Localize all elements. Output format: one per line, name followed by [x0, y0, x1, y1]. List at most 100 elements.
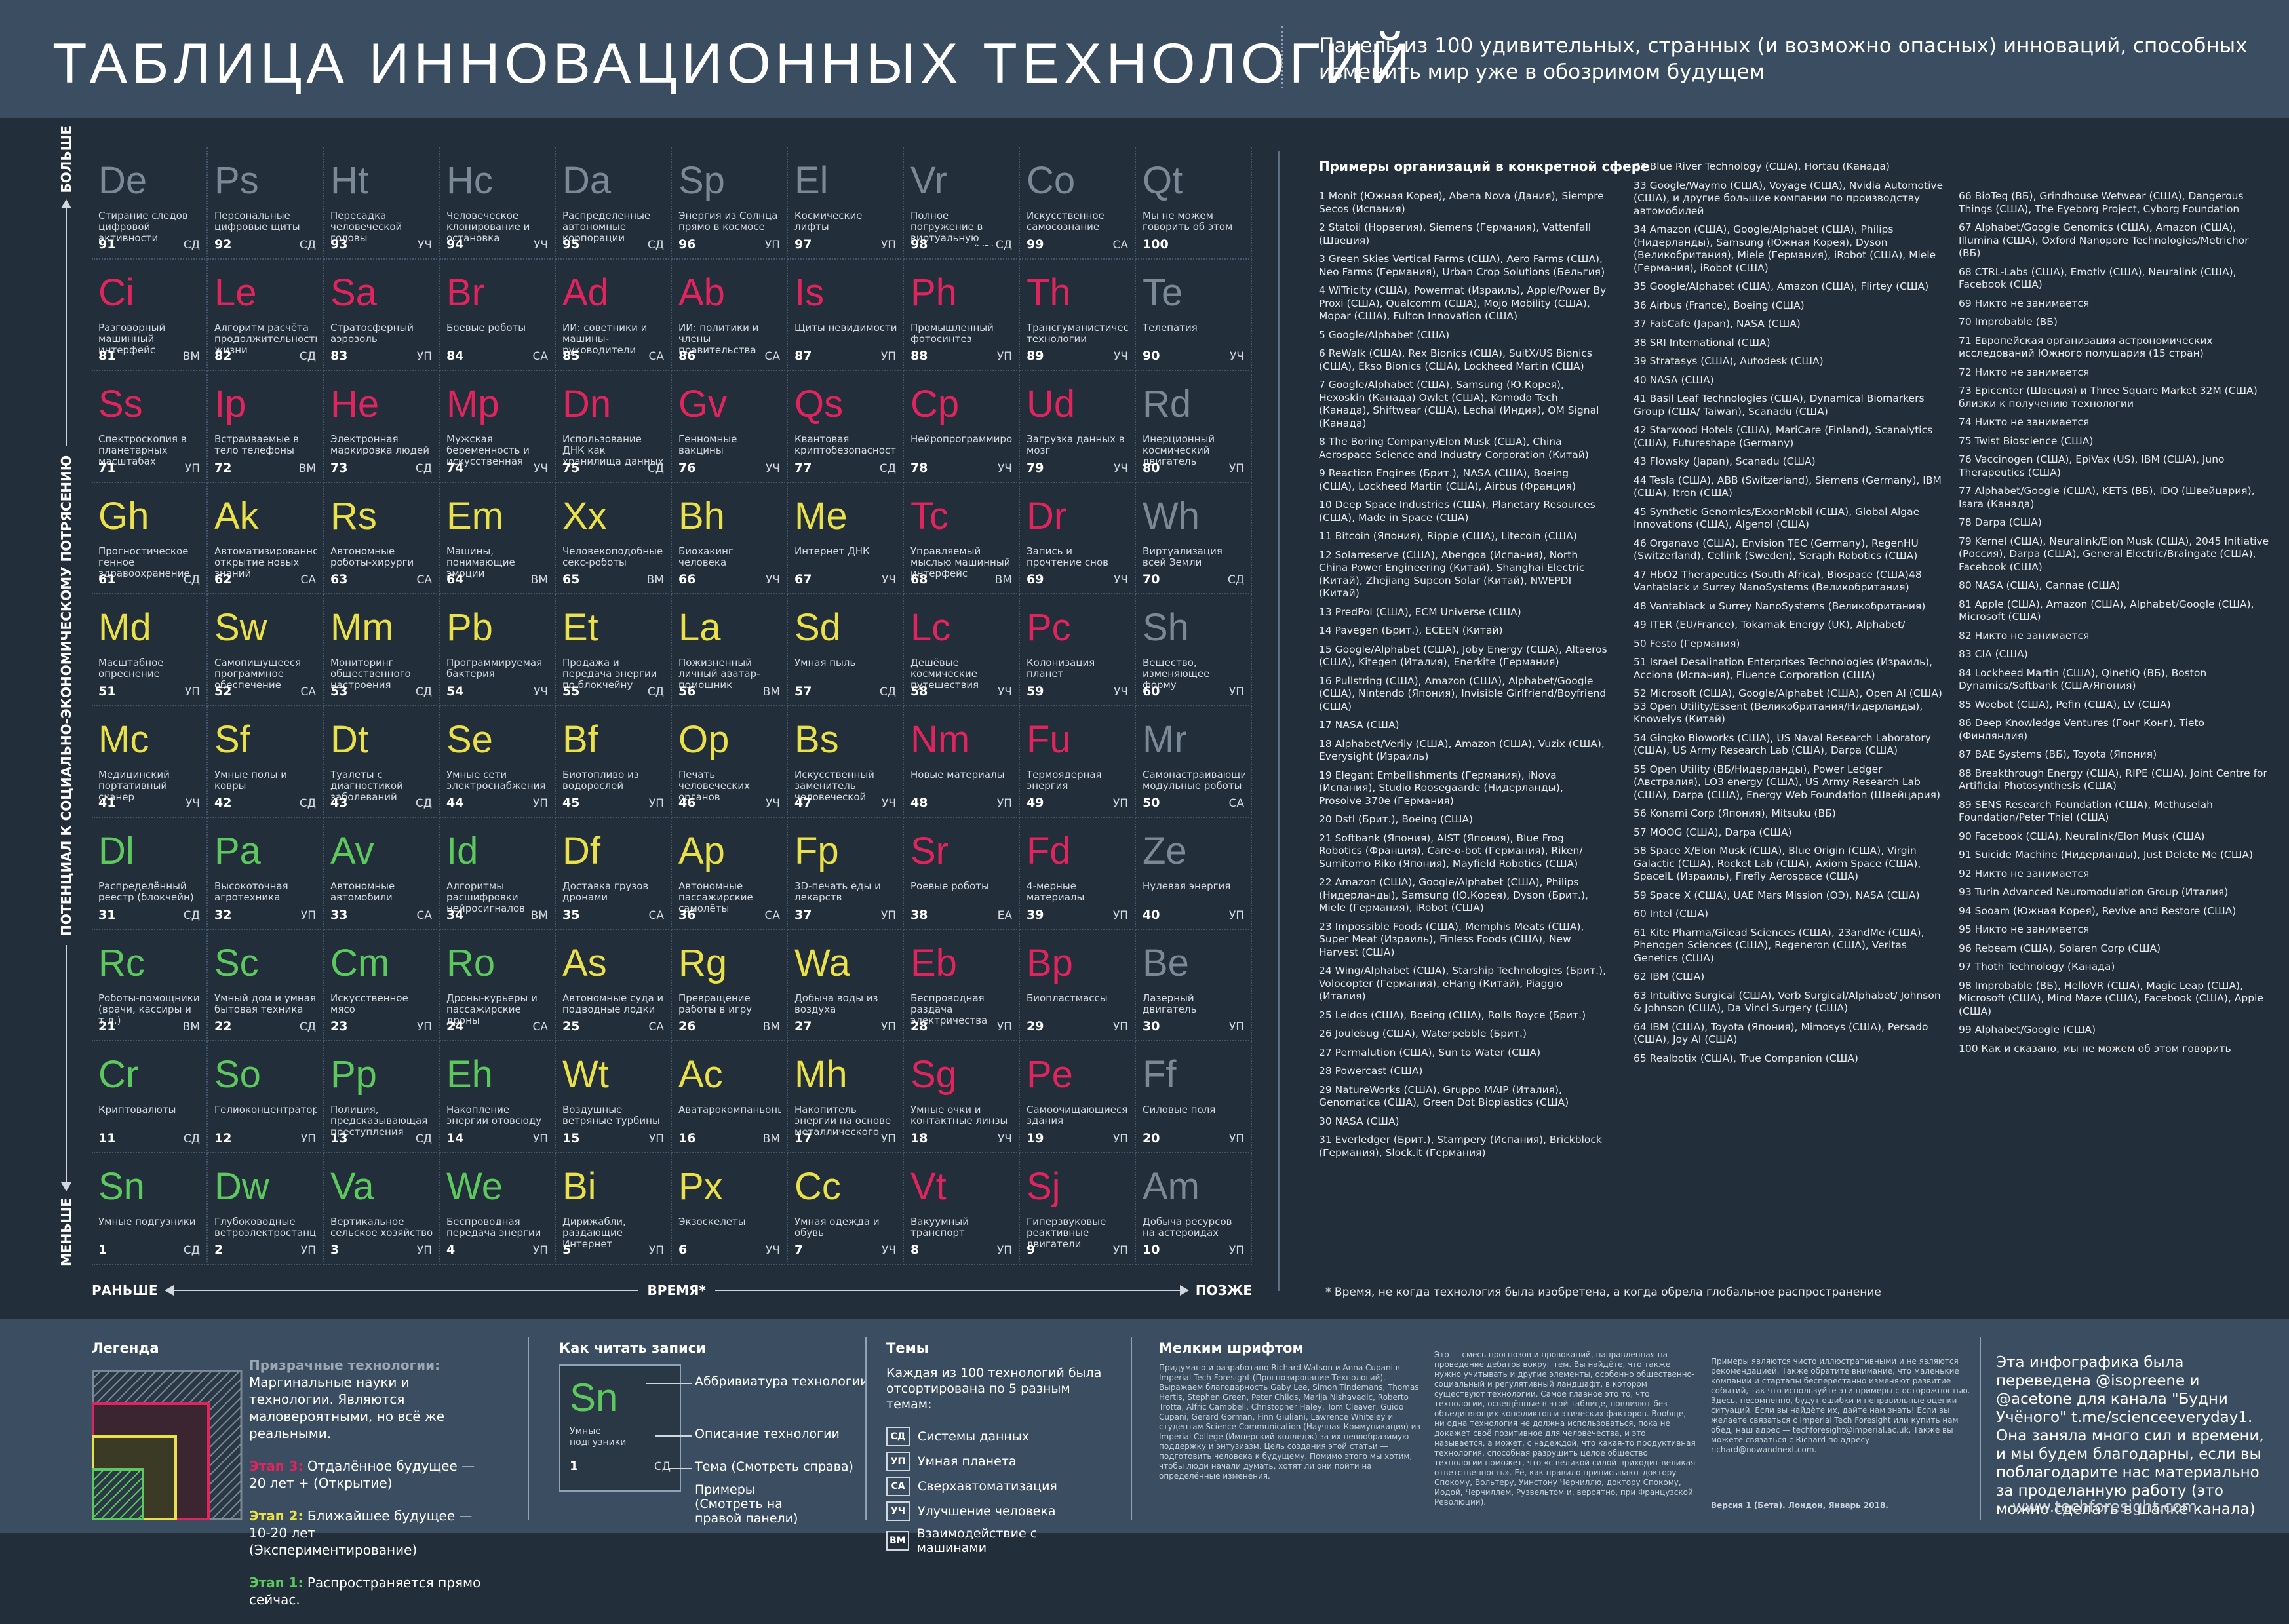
tech-theme: УП — [1112, 1020, 1128, 1034]
org-entry: 97 Thoth Technology (Канада) — [1959, 961, 2115, 973]
tech-description: Алгоритмы расшифровки нейросигналов мозг… — [446, 881, 525, 916]
tech-theme: УП — [1112, 1132, 1128, 1146]
tech-symbol: Ad — [562, 271, 609, 314]
org-entry: 67 Alphabet/Google Genomics (США), Amazo… — [1959, 222, 2249, 259]
tech-symbol: Xx — [562, 494, 607, 537]
tech-theme: СД — [183, 1132, 200, 1146]
tech-description: Искусственный заменитель человеческой кр… — [794, 769, 874, 805]
org-entry: 34 Amazon (США), Google/Alphabet (США), … — [1634, 223, 1936, 274]
org-entry: 48 Vantablack и Surrey NanoSystems (Вели… — [1634, 600, 1926, 612]
tech-theme: ВМ — [530, 908, 548, 922]
tech-number: 96 — [678, 237, 696, 252]
org-entry: 70 Improbable (ВБ) — [1959, 316, 2058, 328]
tech-cell: Vt Вакуумный транспорт 8 УП — [904, 1153, 1020, 1265]
tech-cell: Rg Превращение работы в игру 26 ВМ — [672, 929, 788, 1041]
tech-cell: Be Лазерный двигатель 30 УП — [1136, 929, 1252, 1041]
org-entry: 99 Alphabet/Google (США) — [1959, 1024, 2096, 1035]
tech-symbol: Vr — [910, 159, 947, 202]
tech-symbol: Ss — [98, 383, 143, 425]
tech-description: Силовые поля — [1143, 1104, 1216, 1115]
tech-cell: Ad ИИ: советники и машины-руководители 85 С… — [556, 259, 672, 371]
tech-symbol: Lc — [910, 606, 951, 649]
tech-number: 28 — [910, 1019, 928, 1034]
topic-name: Взаимодействие с машинами — [916, 1526, 1038, 1555]
tech-description: Искусственное самосознание — [1027, 210, 1105, 233]
tech-description: Программируемая бактерия — [446, 657, 543, 680]
tech-description: Инерционный космический двигатель — [1143, 434, 1215, 467]
tech-theme: ВМ — [530, 573, 548, 587]
pointer-line — [669, 1468, 692, 1469]
sample-number: 1 — [570, 1459, 579, 1473]
tech-theme: УП — [648, 1244, 664, 1257]
org-entry: 14 Pavegen (Брит.), ECEEN (Китай) — [1319, 625, 1503, 636]
tech-number: 49 — [1027, 796, 1044, 810]
tech-theme: УЧ — [1113, 461, 1128, 475]
tech-symbol: Da — [562, 159, 612, 202]
tech-theme: УП — [532, 1244, 548, 1257]
tech-number: 71 — [98, 460, 116, 475]
tech-theme: УП — [1112, 1244, 1128, 1257]
tech-cell: He Электронная маркировка людей 73 СД — [324, 371, 440, 483]
tech-theme: СД — [995, 238, 1012, 252]
tech-theme: УЧ — [185, 797, 200, 810]
tech-theme: СА — [648, 908, 665, 922]
tech-number: 6 — [678, 1243, 688, 1257]
x-axis: РАНЬШЕ ВРЕМЯ* ПОЗЖЕ — [92, 1281, 1252, 1300]
tech-description: Беспроводная раздача электричества — [910, 992, 988, 1026]
tech-description: Туалеты с диагностикой заболеваний — [330, 769, 403, 803]
tech-cell: Bs Искусственный заменитель человеческой … — [788, 706, 904, 818]
org-entry: 59 Space X (США), UAE Mars Mission (ОЭ),… — [1634, 889, 1920, 901]
org-entry: 28 Powercast (США) — [1319, 1065, 1423, 1077]
tech-cell: Wh Виртуализация всей Земли 70 СД — [1136, 482, 1252, 594]
org-entry: 18 Alphabet/Verily (США), Amazon (США), … — [1319, 737, 1605, 763]
tech-symbol: Mm — [330, 606, 394, 649]
tech-description: Вакуумный транспорт — [910, 1216, 969, 1239]
org-entry: 87 BAE Systems (ВБ), Toyota (Япония) — [1959, 748, 2157, 760]
tech-number: 33 — [330, 907, 348, 922]
tech-symbol: Ak — [214, 494, 259, 537]
tech-theme: УЧ — [765, 461, 780, 475]
fine-print-col2: Это — смесь прогнозов и провокаций, напр… — [1434, 1350, 1696, 1507]
tech-cell: Ak Автоматизированное открытие новых знан… — [208, 482, 324, 594]
tech-cell: Bh Биохакинг человека 66 УЧ — [672, 482, 788, 594]
tech-theme: СД — [299, 1020, 316, 1034]
tech-description: Пожизненный личный аватар-помощник — [678, 657, 760, 691]
tech-cell: Sj Гиперзвуковые реактивные двигатели 9 УП — [1020, 1153, 1136, 1265]
pointer-line — [646, 1383, 692, 1384]
tech-number: 14 — [446, 1131, 464, 1146]
website-link[interactable]: www.techforesight.com — [2012, 1498, 2198, 1516]
tech-symbol: Sd — [794, 606, 841, 649]
tech-description: Трансгуманистические технологии — [1027, 322, 1129, 345]
tech-theme: СД — [299, 238, 316, 252]
tech-theme: УЧ — [997, 461, 1012, 475]
tech-theme: СД — [879, 461, 896, 475]
tech-number: 70 — [1143, 572, 1160, 587]
tech-theme: СА — [648, 350, 665, 363]
tech-description: ИИ: советники и машины-руководители — [562, 322, 648, 356]
tech-number: 90 — [1143, 349, 1160, 363]
tech-description: Автономные роботы-хирурги — [330, 545, 414, 568]
tech-cell: Ap Автономные пассажирские самолёты 36 СА — [672, 818, 788, 930]
tech-symbol: Pp — [330, 1053, 377, 1096]
org-entry: 12 Solarreserve (США), Abengoa (Испания)… — [1319, 549, 1585, 600]
tech-theme: СД — [183, 238, 200, 252]
org-entry: 84 Lockheed Martin (США), QinetiQ (ВБ), … — [1959, 667, 2207, 692]
tech-number: 21 — [98, 1019, 116, 1034]
tech-description: Автоматизированное открытие новых знаний — [214, 545, 317, 579]
tech-symbol: Op — [678, 718, 730, 761]
tech-number: 5 — [562, 1243, 572, 1257]
tech-description: Генномные вакцины — [678, 434, 737, 456]
footer-divider — [1131, 1337, 1132, 1520]
tech-cell: De Стирание следов цифровой активности 91 С… — [92, 147, 208, 260]
tech-number: 67 — [794, 572, 812, 587]
sample-symbol: Sn — [570, 1376, 618, 1420]
org-entry: 25 Leidos (США), Boeing (США), Rolls Roy… — [1319, 1009, 1586, 1021]
tech-description: Распределённый реестр (блокчейн) — [98, 881, 194, 903]
how-to-read-section: Как читать записи — [559, 1340, 706, 1356]
tech-cell: Dw Глубоководные ветроэлектростанции 2 УП — [208, 1153, 324, 1265]
tech-number: 18 — [910, 1131, 928, 1146]
tech-cell: Da Распределенные автономные корпорации 95… — [556, 147, 672, 260]
org-entry: 69 Никто не занимается — [1959, 297, 2090, 309]
tech-description: ИИ: политики и члены правительства — [678, 322, 759, 356]
tech-cell: Cr Криптовалюты 11 СД — [92, 1041, 208, 1153]
